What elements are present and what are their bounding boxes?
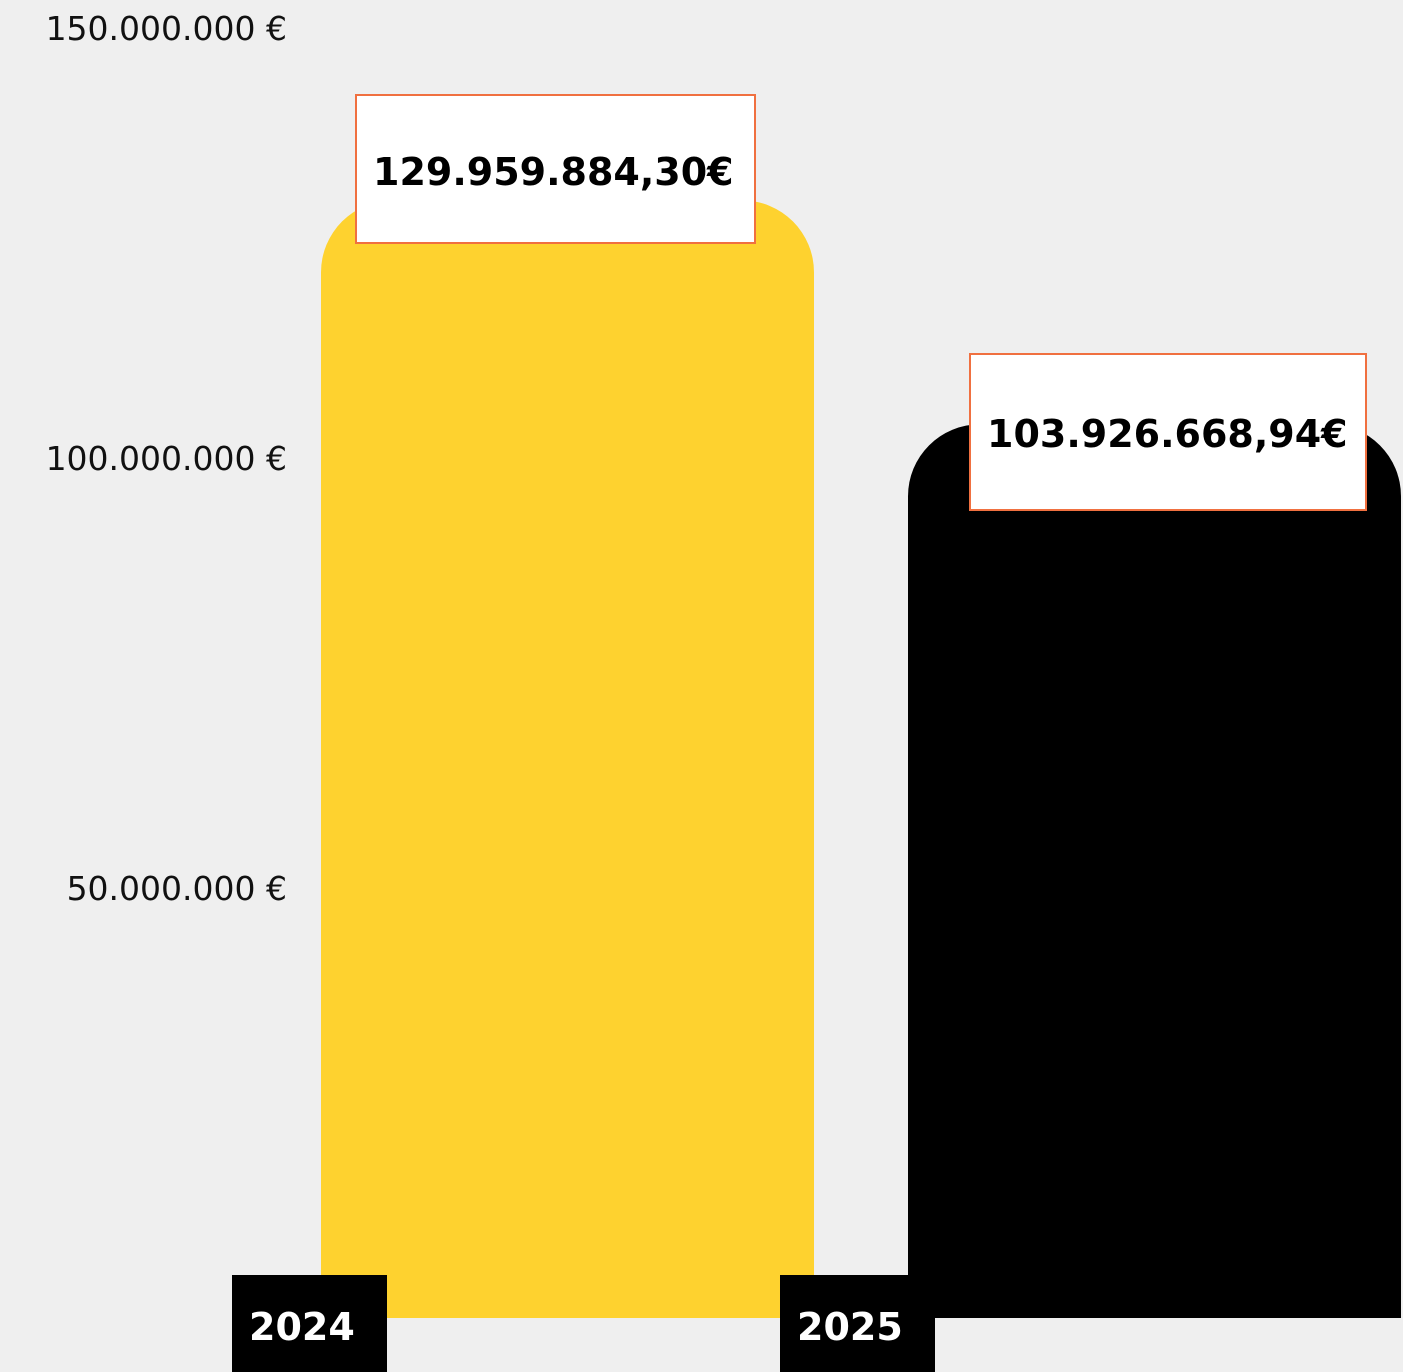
data-label-box bbox=[355, 94, 756, 244]
x-tick-2024: 2024 bbox=[232, 1275, 387, 1372]
data-label-text: 103.926.668,94€ bbox=[987, 412, 1348, 456]
y-tick-label: 50.000.000 € bbox=[67, 869, 287, 908]
x-tick-label: 2024 bbox=[249, 1305, 355, 1349]
bar-2025 bbox=[908, 424, 1401, 1318]
data-label-text: 129.959.884,30€ bbox=[373, 150, 734, 194]
data-label-2025: 103.926.668,94€ bbox=[969, 353, 1367, 511]
bar-2024 bbox=[321, 200, 814, 1319]
x-tick-2025: 2025 bbox=[780, 1275, 935, 1372]
y-tick-label: 100.000.000 € bbox=[46, 439, 287, 478]
y-tick-label: 150.000.000 € bbox=[46, 9, 287, 48]
x-tick-box bbox=[232, 1275, 387, 1372]
x-tick-label: 2025 bbox=[797, 1305, 903, 1349]
data-label-2024: 129.959.884,30€ bbox=[355, 94, 756, 244]
x-tick-box bbox=[780, 1275, 935, 1372]
data-label-box bbox=[969, 353, 1367, 511]
